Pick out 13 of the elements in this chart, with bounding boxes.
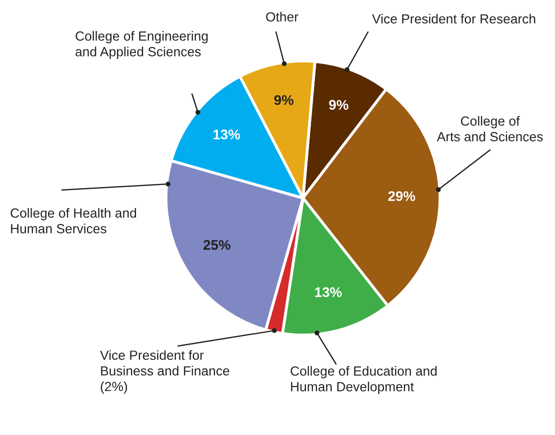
slice-label: College of Education and Human Development xyxy=(290,366,437,394)
slice-label: Vice President for Research xyxy=(372,14,536,24)
slice-label: Vice President for Business and Finance (2%) xyxy=(100,350,230,394)
data-label: 13% xyxy=(214,130,240,140)
data-label: 9% xyxy=(274,95,294,105)
slice-label: College of Arts and Sciences xyxy=(436,116,543,142)
slice-label: Other xyxy=(266,12,298,22)
slice-label: College of Health and Human Services xyxy=(10,208,136,234)
data-label: 25% xyxy=(203,240,230,250)
data-label: 9% xyxy=(329,100,348,110)
data-label: 29% xyxy=(388,191,416,202)
data-label: 13% xyxy=(315,287,342,298)
slice-label: College of Engineering and Applied Sciences xyxy=(76,31,208,59)
